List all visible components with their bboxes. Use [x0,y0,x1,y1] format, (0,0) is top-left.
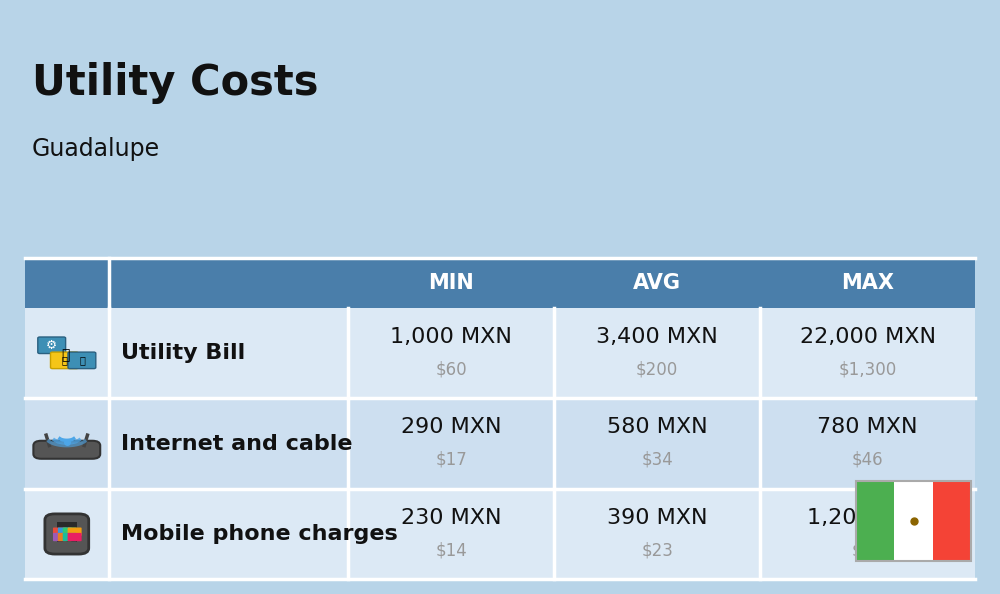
Text: 1,000 MXN: 1,000 MXN [390,327,512,347]
Text: 290 MXN: 290 MXN [401,418,501,437]
Bar [25,489,975,579]
Text: MIN: MIN [428,273,474,293]
FancyBboxPatch shape [63,527,77,536]
Text: $23: $23 [641,541,673,559]
Bar [25,308,975,399]
Text: 580 MXN: 580 MXN [607,418,708,437]
FancyBboxPatch shape [68,533,82,541]
Bar [933,481,971,561]
FancyBboxPatch shape [63,533,77,541]
Bar [856,481,971,561]
Text: $34: $34 [641,451,673,469]
Bar [57,523,77,542]
Text: Utility Bill: Utility Bill [121,343,245,364]
Text: $1,300: $1,300 [839,361,897,378]
FancyBboxPatch shape [53,533,67,541]
FancyBboxPatch shape [58,533,72,541]
Text: 780 MXN: 780 MXN [817,418,918,437]
Text: Mobile phone charges: Mobile phone charges [121,524,397,544]
Text: Internet and cable: Internet and cable [121,434,352,454]
FancyBboxPatch shape [33,441,100,459]
Text: $69: $69 [852,541,883,559]
FancyBboxPatch shape [68,352,96,369]
Text: 🧑: 🧑 [61,348,69,362]
Text: ⚙: ⚙ [46,339,57,352]
Text: MAX: MAX [841,273,894,293]
FancyBboxPatch shape [53,527,67,536]
Bar [856,481,894,561]
FancyBboxPatch shape [58,527,72,536]
FancyBboxPatch shape [51,352,78,369]
Text: Utility Costs: Utility Costs [32,62,318,105]
Bar [25,399,975,489]
FancyBboxPatch shape [68,527,82,536]
Text: $60: $60 [435,361,467,378]
Text: $17: $17 [435,451,467,469]
Bar [25,258,975,308]
Text: 3,400 MXN: 3,400 MXN [596,327,718,347]
Text: 🔌: 🔌 [61,355,67,365]
Text: 🚿: 🚿 [79,355,85,365]
Text: $14: $14 [435,541,467,559]
Text: AVG: AVG [633,273,681,293]
Text: 1,200 MXN: 1,200 MXN [807,508,929,527]
Text: 22,000 MXN: 22,000 MXN [800,327,936,347]
Text: $46: $46 [852,451,883,469]
Text: Guadalupe: Guadalupe [32,137,160,160]
Text: $200: $200 [636,361,678,378]
FancyBboxPatch shape [45,514,89,554]
Text: 390 MXN: 390 MXN [607,508,707,527]
Text: 230 MXN: 230 MXN [401,508,501,527]
Bar [894,481,933,561]
FancyBboxPatch shape [38,337,66,353]
